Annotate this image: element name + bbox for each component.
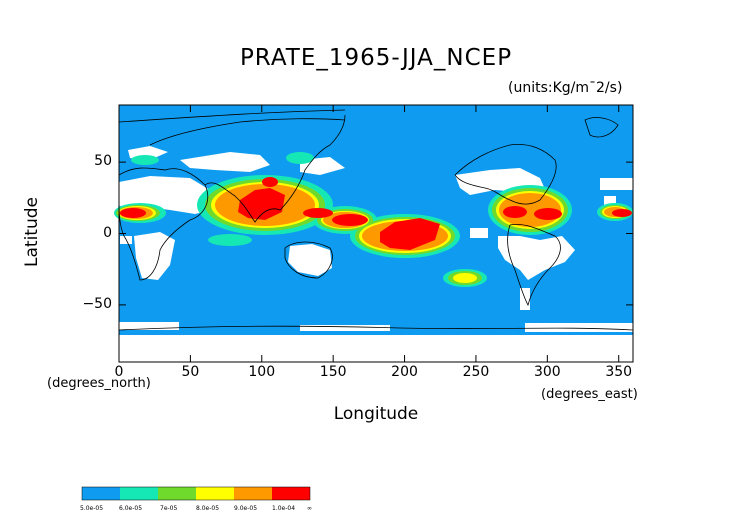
colorbar — [81, 486, 311, 501]
x-tick-label: 350 — [605, 364, 633, 380]
colorbar-swatch-3 — [158, 487, 196, 500]
y-tick-label: 50 — [94, 153, 112, 170]
x-tick-label: 200 — [391, 364, 418, 380]
greenland-coast — [584, 117, 619, 138]
colorbar-label-7: ∞ — [307, 505, 312, 512]
africa-coast — [118, 167, 209, 281]
y-axis-label: Latitude — [22, 197, 42, 267]
x-tick-label: 50 — [181, 364, 200, 380]
asia-coast — [204, 114, 346, 223]
antarctic-white — [119, 335, 633, 362]
x-axis-ticks — [118, 105, 620, 362]
coastlines — [118, 109, 634, 331]
antarctica-coast — [118, 325, 634, 331]
y-tick-label: 0 — [103, 224, 112, 241]
colorbar-swatch-5 — [234, 487, 272, 500]
units-label: (units:Kg/m¯2/s) — [508, 80, 623, 96]
x-axis-unit: (degrees_east) — [541, 387, 638, 402]
colorbar-label-2: 6.0e-05 — [119, 505, 143, 512]
y-tick-label: −50 — [82, 295, 112, 312]
x-axis-label: Longitude — [333, 404, 419, 424]
x-tick-label: 0 — [114, 364, 124, 380]
colorbar-swatch-1 — [82, 487, 120, 500]
pacific-core — [380, 218, 440, 250]
colorbar-label-4: 8.0e-05 — [196, 505, 220, 512]
x-tick-label: 100 — [248, 364, 276, 380]
colorbar-label-3: 7e-05 — [160, 505, 178, 512]
colorbar-swatch-4 — [196, 487, 234, 500]
y-axis-ticks — [119, 161, 633, 306]
x-tick-label: 150 — [319, 364, 347, 380]
colorbar-label-5: 9.0e-05 — [234, 505, 258, 512]
australia-coast — [284, 241, 333, 279]
australia-white — [288, 244, 332, 276]
monsoon-core — [238, 188, 285, 220]
band-1e-04 — [120, 177, 632, 250]
plot-title: PRATE_1965-JJA_NCEP — [239, 45, 513, 71]
y-axis-unit: (degrees_north) — [47, 376, 151, 391]
colorbar-label-1: 5.0e-05 — [80, 505, 104, 512]
north-america-coast — [454, 143, 557, 205]
south-america-coast — [507, 223, 561, 307]
x-tick-label: 250 — [462, 364, 490, 380]
x-tick-label: 300 — [533, 364, 561, 380]
colorbar-swatch-2 — [120, 487, 158, 500]
colorbar-label-6: 1.0e-04 — [272, 505, 296, 512]
colorbar-swatch-6 — [272, 487, 310, 500]
